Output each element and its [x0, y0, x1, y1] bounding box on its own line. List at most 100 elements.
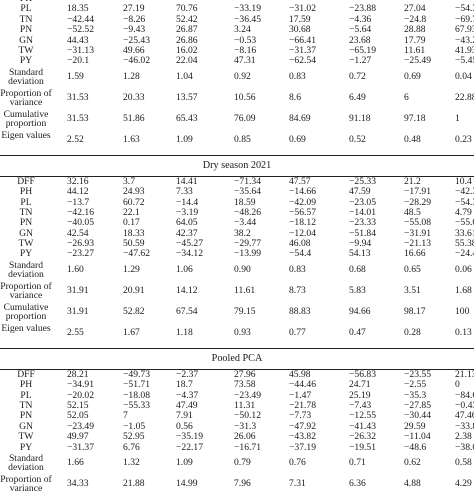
table-cell: 1.63	[123, 133, 140, 145]
table-cell: 0.83	[289, 70, 306, 82]
table-row: Standard deviation 1.66 1.32 1.09 0.79 0.76 0.…	[0, 453, 474, 474]
row-label: Proportion of variance	[0, 473, 52, 495]
table-row: Eigen values 2.52 1.63 1.09 0.85 0.69 0.52 0.48…	[0, 130, 474, 151]
table-cell: −34.91	[67, 379, 94, 391]
table-row: PL 18.35 27.19 70.76 −33.19 −31.02 −23.88 27.04…	[0, 3, 474, 15]
table-cell: 84.69	[289, 112, 311, 124]
section-rule	[0, 175, 474, 177]
table-cell: 13.57	[176, 91, 198, 103]
table-cell: 7.31	[289, 477, 306, 489]
table-cell: 16.02	[176, 44, 198, 56]
table-cell: −16.71	[234, 441, 261, 453]
row-label: Standard deviation	[8, 66, 44, 88]
table-row: Proportion of variance 31.91 20.91 14.12 11.…	[0, 281, 474, 302]
table-cell: 91.18	[349, 112, 371, 124]
table-cell: 88.83	[289, 305, 311, 317]
table-cell: 0.48	[404, 133, 421, 145]
table-cell: −31.3	[234, 420, 257, 432]
table-cell: −25.43	[123, 34, 150, 46]
table-cell: 54.13	[349, 248, 371, 260]
table-cell: −23.55	[404, 368, 431, 380]
table-cell: −69.71	[455, 13, 474, 25]
table-cell: 20.33	[123, 91, 145, 103]
table-cell: 52.15	[67, 400, 89, 412]
table-cell: 67.93	[455, 24, 474, 36]
table-cell: 0.17	[123, 217, 140, 229]
table-cell: 98.17	[404, 305, 426, 317]
table-cell: 31.53	[67, 91, 89, 103]
table-cell: 2.55	[67, 326, 84, 338]
table-cell: 73.58	[234, 379, 256, 391]
table-cell: 0.47	[349, 326, 366, 338]
table-cell: 31.91	[67, 284, 89, 296]
table-cell: 0.68	[349, 263, 366, 275]
table-cell: 11.31	[234, 400, 256, 412]
table-cell: −3.44	[234, 217, 257, 229]
row-label: GN	[19, 34, 33, 46]
table-cell: −23.88	[349, 3, 376, 15]
table-cell: 32.16	[67, 175, 89, 187]
table-cell: −23.49	[67, 420, 94, 432]
table-cell: 55.38	[455, 238, 474, 250]
table-cell: −27.85	[404, 400, 431, 412]
row-label: TN	[19, 206, 33, 218]
table-cell: −5.64	[349, 24, 372, 36]
table-cell: 38.2	[234, 227, 251, 239]
row-label: PY	[19, 55, 33, 67]
table-cell: −52.52	[67, 24, 94, 36]
table-cell: 64.05	[176, 217, 198, 229]
table-row: PH 44.12 24.93 7.33 −35.64 −14.66 47.59 −17.91 −…	[0, 186, 474, 198]
table-cell: 2.38	[455, 431, 472, 443]
table-cell: 1.18	[176, 326, 193, 338]
table-row: Proportion of variance 34.33 21.88 14.99 7.9…	[0, 474, 474, 495]
table-cell: 51.86	[123, 112, 145, 124]
table-cell: −4.36	[349, 13, 372, 25]
table-row: GN 44.43 −25.43 26.86 −0.53 −66.41 23.68 17.79 −…	[0, 34, 474, 46]
row-label: TN	[19, 400, 33, 412]
table-row: TN −42.16 22.1 −3.19 −48.26 −56.57 −14.01 48.5 4…	[0, 206, 474, 218]
table-cell: −47.92	[289, 420, 316, 432]
table-cell: −43.29	[455, 34, 474, 46]
table-cell: 0.04	[455, 70, 472, 82]
table-cell: −21.13	[404, 238, 431, 250]
table-cell: 1.28	[123, 70, 140, 82]
table-cell: 0.93	[234, 326, 251, 338]
table-row: TW 49.97 52.95 −35.19 26.06 −43.82 −26.32 −11.0…	[0, 431, 474, 443]
table-cell: 1.66	[67, 456, 84, 468]
table-cell: 67.54	[176, 305, 198, 317]
table-cell: 49.97	[67, 431, 89, 443]
table-cell: −49.73	[123, 368, 150, 380]
table-cell: −41.43	[349, 420, 376, 432]
table-cell: −1.27	[349, 55, 372, 67]
table-cell: −17.91	[404, 186, 431, 198]
table-cell: −31.37	[67, 441, 94, 453]
table-cell: −18.12	[289, 217, 316, 229]
table-cell: 47.49	[176, 400, 198, 412]
table-cell: 22.88	[455, 91, 474, 103]
table-cell: 76.09	[234, 112, 256, 124]
table-cell: −20.1	[67, 55, 90, 67]
table-cell: 18.33	[123, 227, 145, 239]
table-cell: 28.21	[67, 368, 89, 380]
table-cell: 0.69	[404, 70, 421, 82]
table-cell: −62.54	[289, 55, 316, 67]
table-cell: −21.78	[289, 400, 316, 412]
table-cell: −23.49	[234, 389, 261, 401]
table-cell: 24.93	[123, 186, 145, 198]
table-cell: −31.02	[289, 3, 316, 15]
table-cell: −46.02	[123, 55, 150, 67]
table-cell: 18.35	[67, 3, 89, 15]
table-cell: 0.83	[289, 263, 306, 275]
table-cell: 0.69	[289, 133, 306, 145]
table-cell: −24.43	[455, 248, 474, 260]
row-label: Eigen values	[1, 129, 51, 141]
section-rule	[0, 347, 474, 349]
table-cell: −34.12	[176, 248, 203, 260]
row-label: TW	[18, 44, 34, 56]
table-cell: −31.91	[404, 227, 431, 239]
table-cell: −33.86	[455, 420, 474, 432]
table-cell: −26.93	[67, 238, 94, 250]
table-row: Proportion of variance 31.53 20.33 13.57 10.…	[0, 88, 474, 109]
row-label: TW	[18, 238, 34, 250]
table-cell: −55.33	[123, 400, 150, 412]
